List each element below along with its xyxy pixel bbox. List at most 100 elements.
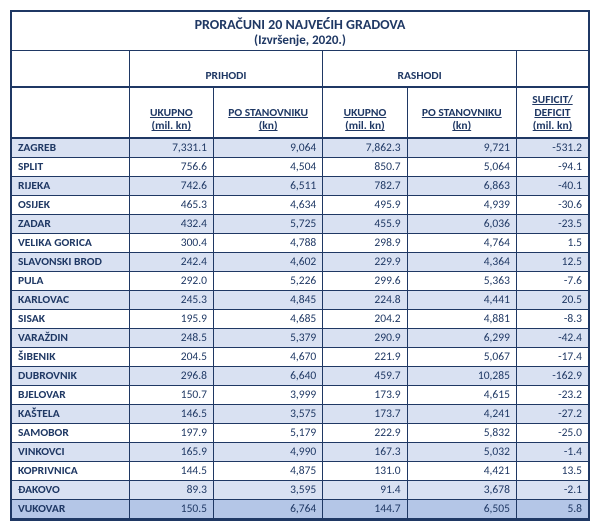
table-row: KAŠTELA146.53,575173.74,241-27.2 [12, 404, 588, 423]
rashodi-ukupno-cell: 167.3 [323, 442, 407, 461]
rashodi-ukupno-cell: 850.7 [323, 157, 407, 176]
prihodi-ukupno-cell: 292.0 [129, 271, 213, 290]
prihodi-ukupno-cell: 432.4 [129, 214, 213, 233]
rashodi-ukupno-cell: 495.9 [323, 195, 407, 214]
rashodi-ukupno-cell: 221.9 [323, 347, 407, 366]
prihodi-postan-cell: 4,875 [213, 461, 322, 480]
city-cell: SLAVONSKI BROD [12, 252, 129, 271]
prihodi-ukupno-cell: 195.9 [129, 309, 213, 328]
header-blank-2 [516, 63, 588, 87]
prihodi-postan-cell: 4,634 [213, 195, 322, 214]
city-cell: DUBROVNIK [12, 366, 129, 385]
table-row: VINKOVCI165.94,990167.35,032-1.4 [12, 442, 588, 461]
city-cell: KAŠTELA [12, 404, 129, 423]
suficit-cell: -162.9 [516, 366, 588, 385]
prihodi-ukupno-cell: 300.4 [129, 233, 213, 252]
prihodi-postan-cell: 4,504 [213, 157, 322, 176]
title-line1: PRORAČUNI 20 NAJVEĆIH GRADOVA [12, 16, 588, 33]
rashodi-ukupno-cell: 455.9 [323, 214, 407, 233]
header-prihodi-postan: PO STANOVNIKU (kn) [213, 87, 322, 138]
suficit-cell: -42.4 [516, 328, 588, 347]
table-title: PRORAČUNI 20 NAJVEĆIH GRADOVA (Izvršenje… [12, 12, 588, 51]
prihodi-postan-cell: 4,845 [213, 290, 322, 309]
header-suficit: SUFICIT/ DEFICIT (mil. kn) [516, 87, 588, 138]
city-cell: SISAK [12, 309, 129, 328]
rashodi-ukupno-cell: 222.9 [323, 423, 407, 442]
table-row: VELIKA GORICA300.44,788298.94,7641.5 [12, 233, 588, 252]
prihodi-ukupno-cell: 242.4 [129, 252, 213, 271]
prihodi-postan-cell: 6,640 [213, 366, 322, 385]
prihodi-postan-cell: 3,999 [213, 385, 322, 404]
table-row: KOPRIVNICA144.54,875131.04,42113.5 [12, 461, 588, 480]
suficit-cell: 20.5 [516, 290, 588, 309]
prihodi-postan-cell: 4,685 [213, 309, 322, 328]
prihodi-ukupno-cell: 150.7 [129, 385, 213, 404]
city-cell: VINKOVCI [12, 442, 129, 461]
rashodi-postan-cell: 4,241 [407, 404, 516, 423]
rashodi-ukupno-cell: 298.9 [323, 233, 407, 252]
table-row: ĐAKOVO89.33,59591.43,678-2.1 [12, 480, 588, 499]
rashodi-postan-cell: 5,032 [407, 442, 516, 461]
rashodi-ukupno-cell: 144.7 [323, 499, 407, 518]
city-cell: ZAGREB [12, 138, 129, 158]
table-row: ŠIBENIK204.54,670221.95,067-17.4 [12, 347, 588, 366]
prihodi-postan-cell: 3,595 [213, 480, 322, 499]
suficit-cell: 13.5 [516, 461, 588, 480]
rashodi-ukupno-cell: 91.4 [323, 480, 407, 499]
rashodi-postan-cell: 5,067 [407, 347, 516, 366]
city-cell: VELIKA GORICA [12, 233, 129, 252]
rashodi-ukupno-cell: 229.9 [323, 252, 407, 271]
rashodi-postan-cell: 3,678 [407, 480, 516, 499]
rashodi-ukupno-cell: 290.9 [323, 328, 407, 347]
suficit-cell: -17.4 [516, 347, 588, 366]
prihodi-ukupno-cell: 146.5 [129, 404, 213, 423]
table-row: SISAK195.94,685204.24,881-8.3 [12, 309, 588, 328]
city-cell: SAMOBOR [12, 423, 129, 442]
prihodi-postan-cell: 5,379 [213, 328, 322, 347]
prihodi-postan-cell: 5,179 [213, 423, 322, 442]
prihodi-postan-cell: 4,788 [213, 233, 322, 252]
city-cell: ĐAKOVO [12, 480, 129, 499]
rashodi-postan-cell: 4,421 [407, 461, 516, 480]
rashodi-ukupno-cell: 459.7 [323, 366, 407, 385]
rashodi-postan-cell: 6,505 [407, 499, 516, 518]
prihodi-ukupno-cell: 89.3 [129, 480, 213, 499]
prihodi-ukupno-cell: 756.6 [129, 157, 213, 176]
table-row: SLAVONSKI BROD242.44,602229.94,36412.5 [12, 252, 588, 271]
prihodi-ukupno-cell: 465.3 [129, 195, 213, 214]
table-row: BJELOVAR150.73,999173.94,615-23.2 [12, 385, 588, 404]
rashodi-ukupno-cell: 173.9 [323, 385, 407, 404]
prihodi-postan-cell: 4,990 [213, 442, 322, 461]
prihodi-postan-cell: 6,764 [213, 499, 322, 518]
suficit-cell: -23.2 [516, 385, 588, 404]
suficit-cell: 1.5 [516, 233, 588, 252]
prihodi-postan-cell: 5,226 [213, 271, 322, 290]
suficit-cell: -1.4 [516, 442, 588, 461]
city-cell: SPLIT [12, 157, 129, 176]
prihodi-postan-cell: 4,670 [213, 347, 322, 366]
header-group-rashodi: RASHODI [323, 63, 517, 87]
table-row: RIJEKA742.66,511782.76,863-40.1 [12, 176, 588, 195]
rashodi-ukupno-cell: 131.0 [323, 461, 407, 480]
table-row: SPLIT756.64,504850.75,064-94.1 [12, 157, 588, 176]
rashodi-postan-cell: 5,064 [407, 157, 516, 176]
rashodi-postan-cell: 5,832 [407, 423, 516, 442]
budget-table-container: PRORAČUNI 20 NAJVEĆIH GRADOVA (Izvršenje… [10, 10, 590, 521]
suficit-cell: 5.8 [516, 499, 588, 518]
rashodi-ukupno-cell: 173.7 [323, 404, 407, 423]
rashodi-postan-cell: 5,363 [407, 271, 516, 290]
city-cell: VARAŽDIN [12, 328, 129, 347]
title-line2: (Izvršenje, 2020.) [12, 33, 588, 48]
prihodi-postan-cell: 4,602 [213, 252, 322, 271]
rashodi-ukupno-cell: 224.8 [323, 290, 407, 309]
suficit-cell: -27.2 [516, 404, 588, 423]
suficit-cell: -40.1 [516, 176, 588, 195]
city-cell: PULA [12, 271, 129, 290]
rashodi-postan-cell: 6,036 [407, 214, 516, 233]
prihodi-ukupno-cell: 742.6 [129, 176, 213, 195]
suficit-cell: -2.1 [516, 480, 588, 499]
prihodi-ukupno-cell: 150.5 [129, 499, 213, 518]
header-city-blank [12, 87, 129, 138]
rashodi-ukupno-cell: 204.2 [323, 309, 407, 328]
prihodi-ukupno-cell: 7,331.1 [129, 138, 213, 158]
